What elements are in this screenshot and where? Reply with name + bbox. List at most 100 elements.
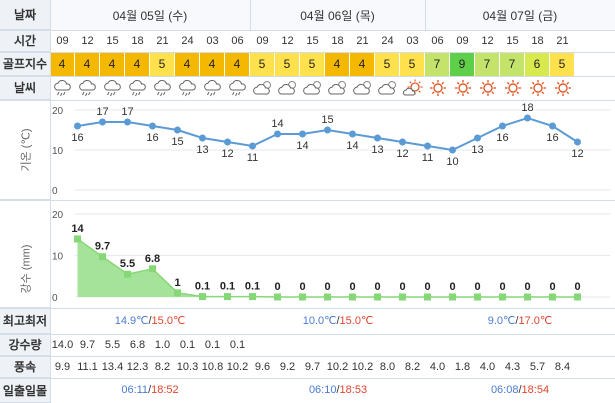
golf-index-cell: 5: [300, 52, 325, 76]
partly-cloudy-icon: [350, 76, 375, 100]
rain-value-label: 1: [174, 277, 180, 289]
rain-cloud-icon: [200, 76, 225, 100]
minmax-separator: /: [148, 315, 152, 327]
rain-value-label: 0: [524, 281, 530, 293]
rain-point: [199, 293, 206, 301]
rain-value-label: 14: [71, 223, 84, 235]
golf-index-cell: 4: [50, 52, 75, 76]
hour-cell: 15: [306, 35, 319, 47]
rain-axis-label: 강수 (mm): [19, 244, 32, 293]
precip-cell: 1.0: [154, 339, 171, 351]
precip-cell: [400, 334, 425, 356]
rain-point: [549, 293, 556, 301]
precip-cell: 0.1: [179, 339, 196, 351]
temp-value-label: 13: [196, 144, 208, 156]
rain-value-label: 0: [499, 281, 505, 293]
temp-point: [199, 134, 206, 142]
temp-point: [374, 134, 381, 142]
sun-icon: [425, 76, 450, 100]
sun-separator: /: [518, 384, 522, 396]
rain-value-label: 0: [424, 281, 430, 293]
wind-cell: 10.2: [226, 361, 249, 373]
rain-value-label: 0: [449, 281, 455, 293]
sunset-day3: 18:54: [521, 384, 550, 396]
temp-point: [224, 138, 231, 146]
temp-value-label: 16: [71, 132, 83, 144]
rain-point: [124, 270, 131, 278]
weather-row-label: 날씨: [0, 76, 50, 100]
rain-point: [449, 293, 456, 301]
temp-point: [574, 138, 581, 146]
hour-cell: 15: [506, 35, 519, 47]
golf-index-cell: 4: [200, 52, 225, 76]
hour-cell: 18: [531, 35, 544, 47]
golf-index-cell: 7: [500, 52, 525, 76]
wind-row-label: 풍속: [0, 356, 50, 378]
rain-value-label: 5.5: [120, 258, 135, 270]
rain-point: [274, 293, 281, 301]
rain-value-label: 0.1: [245, 281, 260, 293]
rain-point: [349, 293, 356, 301]
precip-cell: [450, 334, 475, 356]
divider: [0, 356, 615, 357]
temp-point: [149, 122, 156, 130]
hour-cell: 12: [481, 35, 494, 47]
temp-point: [174, 126, 181, 134]
precip-cell: [425, 334, 450, 356]
wind-cell: 8.0: [379, 361, 396, 373]
divider: [0, 52, 615, 53]
sun-separator: /: [336, 384, 340, 396]
temp-value-label: 16: [496, 132, 508, 144]
min-temp-day3: 9.0℃: [487, 315, 516, 327]
sunrise-day2: 06:10: [308, 384, 337, 396]
date-header-day3: 04월 07일 (금): [425, 0, 615, 30]
golf-index-cell: 4: [100, 52, 125, 76]
temp-value-label: 14: [271, 118, 283, 130]
rain-point: [474, 293, 481, 301]
partly-cloudy-icon: [375, 76, 400, 100]
wind-cell: 9.9: [54, 361, 71, 373]
golf-index-cell: 5: [400, 52, 425, 76]
minmax-separator: /: [336, 315, 340, 327]
temp-value-label: 14: [346, 140, 358, 152]
hour-cell: 06: [231, 35, 244, 47]
hour-cell: 21: [356, 35, 369, 47]
precip-cell: [375, 334, 400, 356]
sun-day1: 06:11/18:52: [50, 378, 250, 403]
temp-point: [74, 122, 81, 130]
temp-point: [124, 118, 131, 126]
sun-row-label: 일출일몰: [0, 378, 50, 403]
rain-point: [424, 293, 431, 301]
precip-cell: 5.5: [104, 339, 121, 351]
time-row-label: 시간: [0, 30, 50, 52]
hour-cell: 12: [281, 35, 294, 47]
y-tick-label: 0: [52, 293, 58, 304]
minmax-separator: /: [515, 315, 519, 327]
rain-cloud-icon: [50, 76, 75, 100]
divider: [0, 200, 615, 201]
temp-point: [249, 142, 256, 150]
rain-value-label: 0: [324, 281, 330, 293]
minmax-day3: 9.0℃/17.0℃: [425, 308, 615, 334]
temp-value-label: 12: [396, 148, 408, 160]
temp-value-label: 18: [521, 102, 533, 114]
precip-cell: [550, 334, 575, 356]
date-header-day1: 04월 05일 (수): [50, 0, 250, 30]
rain-value-label: 0: [299, 281, 305, 293]
wind-cell: 1.8: [454, 361, 471, 373]
rain-point: [324, 293, 331, 301]
golf-index-cell: 4: [125, 52, 150, 76]
rain-value-label: 0: [574, 281, 580, 293]
wind-cell: 9.2: [279, 361, 296, 373]
divider: [0, 378, 615, 379]
temp-panel-label-area: 기온 (℃): [0, 100, 50, 200]
rain-value-label: 6.8: [145, 253, 160, 265]
wind-cell: 13.4: [101, 361, 124, 373]
rain-point: [224, 293, 231, 301]
temp-point: [324, 126, 331, 134]
sunrise-day1: 06:11: [121, 384, 149, 396]
rain-point: [524, 293, 531, 301]
golf-index-cell: 7: [425, 52, 450, 76]
temp-axis-label: 기온 (℃): [19, 128, 32, 171]
precip-cell: [300, 334, 325, 356]
